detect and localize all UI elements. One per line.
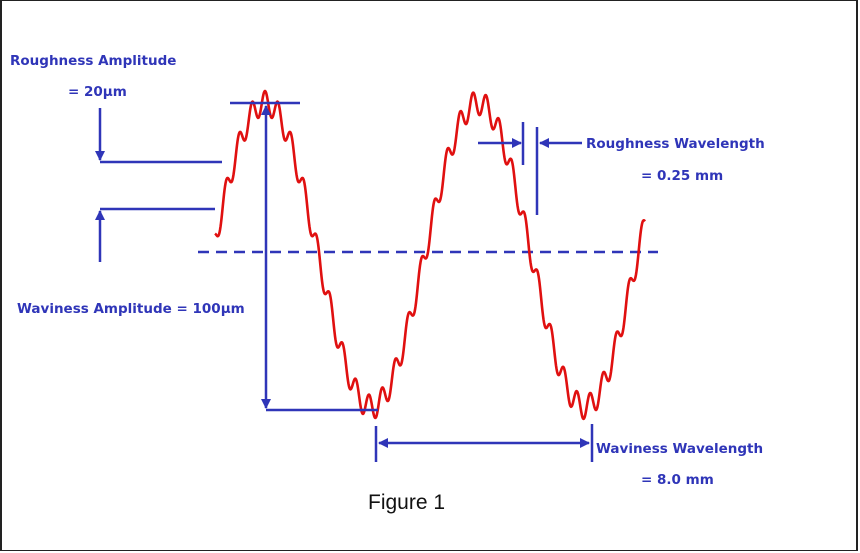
roughness-amplitude-value: = 20µm xyxy=(68,84,127,100)
waviness-wavelength-indicator xyxy=(374,424,594,462)
waviness-amplitude-indicator xyxy=(230,101,378,412)
figure-caption: Figure 1 xyxy=(368,491,445,514)
waviness-wavelength-title: Waviness Wavelength xyxy=(596,441,763,457)
roughness-wavelength-indicator xyxy=(478,122,582,215)
roughness-wavelength-value: = 0.25 mm xyxy=(641,168,723,184)
waviness-wavelength-value: = 8.0 mm xyxy=(641,472,714,488)
waviness-amplitude-label: Waviness Amplitude = 100µm xyxy=(17,301,245,317)
surface-profile-curve xyxy=(214,89,646,421)
roughness-amplitude-indicator xyxy=(95,108,222,262)
roughness-wavelength-title: Roughness Wavelength xyxy=(586,136,765,152)
roughness-amplitude-title: Roughness Amplitude xyxy=(10,53,176,69)
